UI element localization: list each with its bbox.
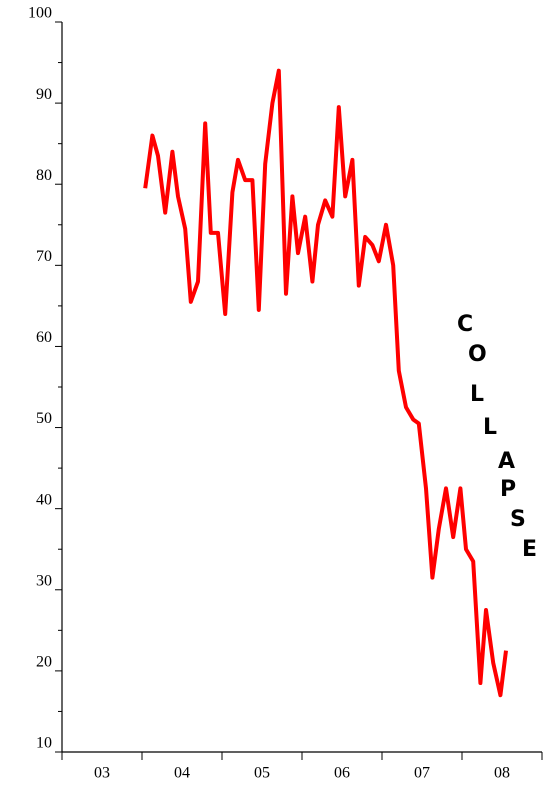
y-tick-label: 90 <box>36 86 52 103</box>
x-tick-label: 06 <box>334 765 350 782</box>
y-tick-label: 70 <box>36 248 52 265</box>
annotation: COLLAPSE <box>457 312 537 562</box>
data-line <box>143 68 508 698</box>
x-tick-label: 03 <box>94 765 110 782</box>
y-tick-label: 40 <box>36 491 52 508</box>
x-tick-label: 08 <box>494 765 510 782</box>
y-tick-label: 10 <box>36 735 52 752</box>
y-tick-label: 30 <box>36 572 52 589</box>
y-tick-label: 100 <box>28 5 52 22</box>
x-tick-label: 05 <box>254 765 270 782</box>
x-tick-label: 07 <box>414 765 430 782</box>
x-tick-label: 04 <box>174 765 190 782</box>
y-tick-label: 50 <box>36 410 52 427</box>
y-tick-label: 80 <box>36 167 52 184</box>
y-tick-label: 60 <box>36 329 52 346</box>
y-tick-label: 20 <box>36 654 52 671</box>
